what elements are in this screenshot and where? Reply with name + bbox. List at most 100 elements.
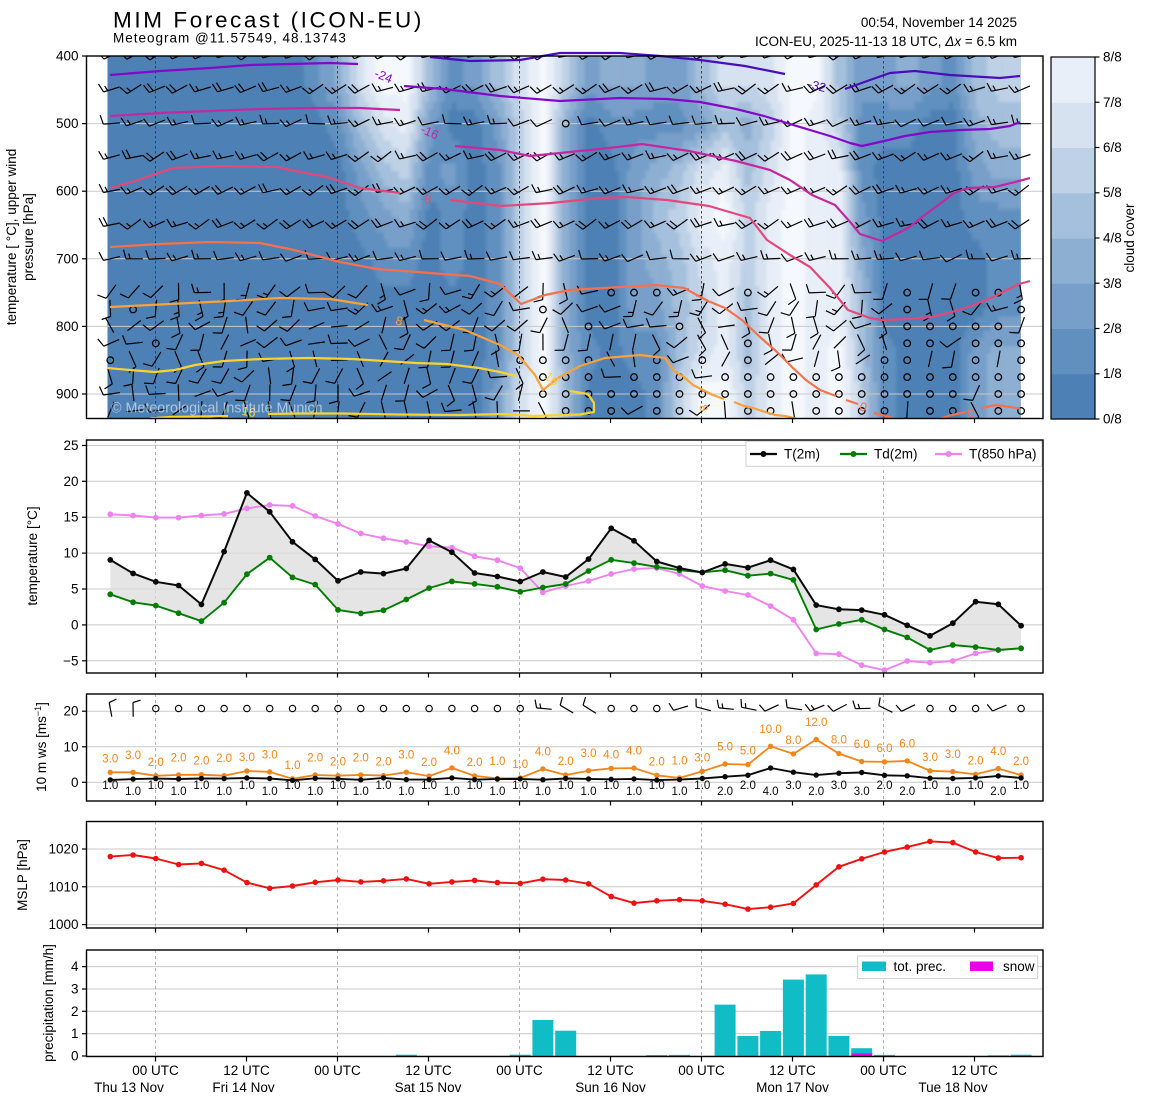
- svg-text:Sun 16 Nov: Sun 16 Nov: [575, 1080, 646, 1095]
- svg-text:0/8: 0/8: [1103, 412, 1122, 427]
- svg-text:1.0: 1.0: [649, 780, 665, 792]
- svg-text:1.0: 1.0: [376, 780, 392, 792]
- svg-text:Tue 18 Nov: Tue 18 Nov: [918, 1080, 988, 1095]
- svg-text:0: 0: [71, 617, 79, 632]
- svg-text:0: 0: [71, 1049, 79, 1064]
- svg-text:00 UTC: 00 UTC: [132, 1063, 179, 1078]
- svg-text:MSLP [hPa]: MSLP [hPa]: [15, 839, 30, 911]
- svg-text:1.0: 1.0: [558, 780, 574, 792]
- svg-text:4.0: 4.0: [444, 745, 460, 757]
- svg-text:2.0: 2.0: [649, 756, 665, 768]
- svg-text:1.0: 1.0: [968, 780, 984, 792]
- svg-text:10: 10: [63, 546, 78, 561]
- svg-text:3.0: 3.0: [945, 749, 961, 761]
- svg-text:4: 4: [71, 959, 79, 974]
- svg-text:temperature [°C]: temperature [°C]: [25, 506, 40, 605]
- svg-text:ICON-EU, 2025-11-13 18 UTC, Δx: ICON-EU, 2025-11-13 18 UTC, Δx = 6.5 km: [755, 34, 1017, 49]
- svg-text:16: 16: [241, 404, 257, 420]
- svg-text:4/8: 4/8: [1103, 231, 1122, 246]
- svg-text:1.0: 1.0: [512, 759, 528, 771]
- svg-text:1020: 1020: [48, 842, 78, 857]
- svg-text:2/8: 2/8: [1103, 321, 1122, 336]
- svg-text:1.0: 1.0: [285, 760, 301, 772]
- svg-text:1.0: 1.0: [672, 786, 688, 798]
- svg-text:5: 5: [71, 582, 79, 597]
- svg-text:20: 20: [63, 704, 78, 719]
- svg-text:25: 25: [63, 438, 78, 453]
- svg-text:MIM Forecast (ICON-EU): MIM Forecast (ICON-EU): [113, 8, 424, 33]
- svg-text:1010: 1010: [48, 879, 78, 894]
- svg-text:2.0: 2.0: [899, 786, 915, 798]
- svg-text:1: 1: [71, 1026, 79, 1041]
- svg-text:12 UTC: 12 UTC: [223, 1063, 270, 1078]
- svg-text:2.0: 2.0: [330, 757, 346, 769]
- svg-text:1.0: 1.0: [102, 780, 118, 792]
- svg-text:700: 700: [56, 251, 79, 266]
- svg-text:3.0: 3.0: [854, 786, 870, 798]
- svg-text:6.0: 6.0: [854, 739, 870, 751]
- svg-text:1.0: 1.0: [171, 786, 187, 798]
- svg-text:00:54, November 14 2025: 00:54, November 14 2025: [861, 15, 1017, 30]
- svg-text:7/8: 7/8: [1103, 95, 1122, 110]
- svg-text:2.0: 2.0: [171, 752, 187, 764]
- svg-text:1.0: 1.0: [581, 786, 597, 798]
- svg-text:2.0: 2.0: [968, 755, 984, 767]
- svg-text:-24: -24: [372, 66, 394, 86]
- svg-text:2.0: 2.0: [353, 752, 369, 764]
- svg-text:Fri 14 Nov: Fri 14 Nov: [212, 1080, 275, 1095]
- svg-text:10.0: 10.0: [759, 724, 781, 736]
- svg-text:1.0: 1.0: [945, 786, 961, 798]
- svg-text:4.0: 4.0: [603, 749, 619, 761]
- svg-text:4.0: 4.0: [535, 746, 551, 758]
- svg-text:12 UTC: 12 UTC: [769, 1063, 816, 1078]
- svg-text:temperature [ °C], upper wind: temperature [ °C], upper wind: [4, 149, 19, 325]
- svg-text:1.0: 1.0: [216, 786, 232, 798]
- svg-text:4.0: 4.0: [626, 746, 642, 758]
- svg-text:1/8: 1/8: [1103, 366, 1122, 381]
- svg-text:8: 8: [696, 404, 709, 413]
- svg-text:2.0: 2.0: [148, 757, 164, 769]
- svg-text:-32: -32: [807, 77, 828, 95]
- svg-text:1.0: 1.0: [307, 786, 323, 798]
- svg-text:Sat 15 Nov: Sat 15 Nov: [395, 1080, 462, 1095]
- svg-text:4.0: 4.0: [763, 786, 779, 798]
- svg-text:1.0: 1.0: [262, 786, 278, 798]
- svg-text:snow: snow: [1003, 959, 1035, 974]
- svg-text:1.0: 1.0: [467, 780, 483, 792]
- svg-text:2.0: 2.0: [421, 757, 437, 769]
- svg-text:2.0: 2.0: [877, 780, 893, 792]
- svg-text:Td(2m): Td(2m): [874, 447, 918, 462]
- svg-text:1.0: 1.0: [125, 786, 141, 798]
- svg-text:00 UTC: 00 UTC: [860, 1063, 907, 1078]
- svg-text:1.0: 1.0: [285, 780, 301, 792]
- svg-text:1.0: 1.0: [330, 780, 346, 792]
- svg-text:1.0: 1.0: [489, 786, 505, 798]
- svg-text:12.0: 12.0: [805, 717, 827, 729]
- svg-text:0: 0: [858, 399, 869, 414]
- svg-text:12 UTC: 12 UTC: [405, 1063, 452, 1078]
- svg-text:500: 500: [56, 116, 79, 131]
- svg-text:2.0: 2.0: [808, 786, 824, 798]
- svg-text:1.0: 1.0: [193, 780, 209, 792]
- svg-text:2.0: 2.0: [467, 757, 483, 769]
- svg-text:2.0: 2.0: [717, 786, 733, 798]
- svg-text:2.0: 2.0: [376, 757, 392, 769]
- svg-text:10 m ws [ms−1]: 10 m ws [ms−1]: [33, 702, 49, 792]
- svg-text:900: 900: [56, 387, 79, 402]
- svg-text:8.0: 8.0: [831, 735, 847, 747]
- svg-text:T(2m): T(2m): [784, 447, 820, 462]
- svg-text:cloud cover: cloud cover: [1122, 203, 1137, 273]
- svg-text:10: 10: [63, 739, 78, 754]
- svg-text:1.0: 1.0: [239, 780, 255, 792]
- svg-text:400: 400: [56, 49, 79, 64]
- svg-text:0: 0: [71, 775, 79, 790]
- svg-text:1.0: 1.0: [398, 786, 414, 798]
- svg-text:5.0: 5.0: [740, 746, 756, 758]
- svg-text:1.0: 1.0: [353, 786, 369, 798]
- svg-text:1.0: 1.0: [444, 786, 460, 798]
- svg-text:2.0: 2.0: [216, 753, 232, 765]
- svg-text:1.0: 1.0: [148, 780, 164, 792]
- svg-text:4.0: 4.0: [990, 746, 1006, 758]
- svg-text:T(850 hPa): T(850 hPa): [969, 447, 1037, 462]
- svg-text:3.0: 3.0: [125, 750, 141, 762]
